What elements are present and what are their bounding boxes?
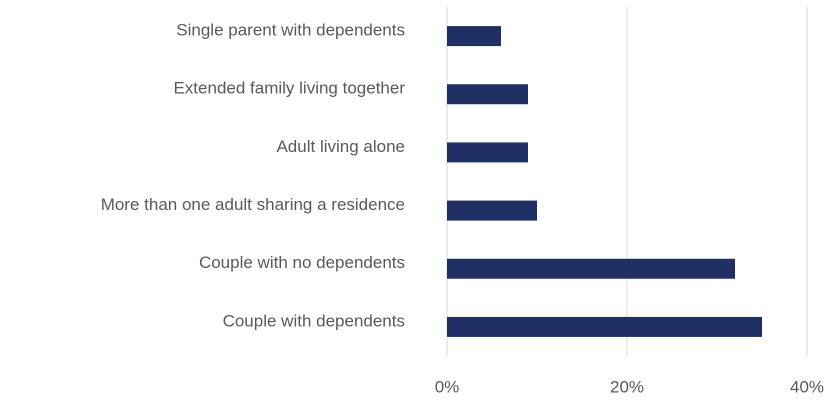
y-tick-label: Single parent with dependents bbox=[176, 21, 405, 40]
x-tick-label: 40% bbox=[790, 377, 824, 396]
bar bbox=[447, 84, 528, 105]
bar bbox=[447, 200, 537, 221]
y-tick-label: Couple with dependents bbox=[223, 311, 405, 330]
bar bbox=[447, 258, 735, 279]
y-tick-label: Couple with no dependents bbox=[199, 253, 405, 272]
y-tick-label: Extended family living together bbox=[173, 79, 405, 98]
x-tick-label: 0% bbox=[435, 377, 460, 396]
y-tick-label: Adult living alone bbox=[276, 137, 405, 156]
x-tick-label: 20% bbox=[610, 377, 644, 396]
bar bbox=[447, 26, 501, 47]
bar bbox=[447, 142, 528, 163]
bar bbox=[447, 316, 762, 337]
y-tick-label: More than one adult sharing a residence bbox=[101, 195, 405, 214]
